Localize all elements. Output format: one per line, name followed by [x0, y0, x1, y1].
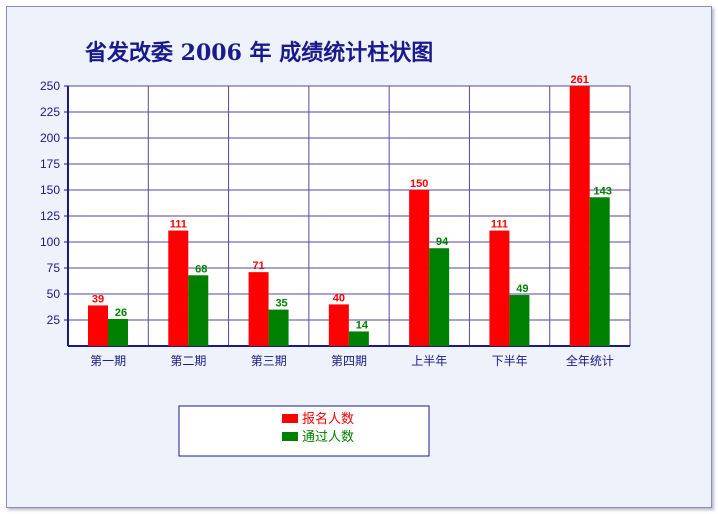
y-tick-label: 25 [47, 313, 61, 327]
y-tick-label: 225 [40, 105, 60, 119]
data-label: 39 [92, 293, 104, 305]
bar [88, 305, 108, 346]
data-label: 94 [436, 236, 449, 248]
bar [348, 331, 369, 346]
y-tick-label: 75 [47, 261, 61, 275]
legend-swatch [282, 414, 298, 423]
bar [489, 230, 510, 346]
bar [509, 295, 530, 346]
bar [409, 190, 430, 346]
data-labels: 39 26 111 68 71 35 40 14 150 94 111 49 261 143 [92, 74, 612, 331]
bar [328, 304, 349, 346]
bar [108, 318, 128, 346]
y-tick-label: 125 [40, 209, 60, 223]
x-category-label: 第一期 [90, 354, 126, 368]
y-tick-label: 100 [40, 235, 60, 249]
data-label: 26 [115, 307, 127, 319]
y-tick-label: 250 [40, 79, 60, 93]
data-label: 150 [410, 178, 428, 190]
y-tick-label: 50 [47, 287, 61, 301]
y-tick-label: 175 [40, 157, 60, 171]
legend-label: 报名人数 [302, 411, 354, 427]
x-category-label: 全年统计 [566, 353, 614, 368]
bar [188, 275, 209, 346]
data-label: 35 [275, 298, 287, 310]
y-tick-label: 150 [40, 183, 60, 197]
data-label: 261 [571, 74, 589, 86]
data-label: 111 [170, 219, 187, 231]
x-axis-categories: 第一期 第二期 第三期 第四期 上半年 下半年 全年统计 [90, 353, 614, 368]
chart-grid [64, 85, 631, 347]
bar [168, 230, 189, 346]
x-category-label: 下半年 [492, 354, 528, 368]
x-category-label: 第二期 [170, 354, 206, 368]
bar [248, 272, 269, 346]
data-label: 14 [356, 319, 369, 331]
legend-box [178, 405, 430, 457]
x-category-label: 第三期 [251, 354, 287, 368]
data-label: 143 [594, 185, 612, 197]
bar [569, 86, 590, 346]
data-label: 40 [333, 292, 345, 304]
data-label: 111 [491, 219, 508, 231]
x-category-label: 第四期 [331, 354, 367, 368]
chart-bars [88, 86, 610, 346]
data-label: 71 [252, 260, 264, 272]
bar [268, 309, 289, 346]
bar [589, 197, 610, 346]
data-label: 49 [516, 283, 528, 295]
y-axis-ticks: 25 50 75 100 125 150 175 200 225 250 [40, 79, 60, 327]
legend-swatch [282, 432, 298, 441]
y-tick-label: 200 [40, 131, 60, 145]
x-category-label: 上半年 [411, 354, 447, 368]
legend-label: 通过人数 [302, 430, 354, 445]
chart-title: 省发改委 2006 年 成绩统计柱状图 [84, 40, 433, 66]
data-label: 68 [195, 263, 207, 275]
bar [429, 248, 450, 346]
